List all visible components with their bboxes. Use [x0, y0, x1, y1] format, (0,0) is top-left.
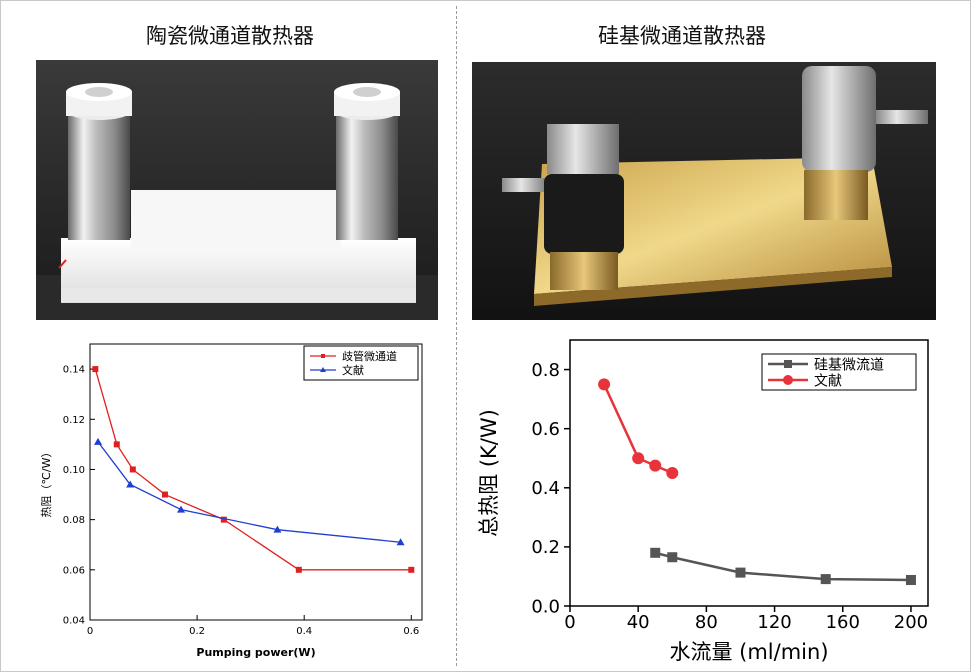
y-tick-label: 0.2: [531, 537, 560, 558]
right-chart-panel: 0 40 80 120 160 200 0.0 0.2 0.4 0.6 0.8 水流量 (ml/min…: [472, 324, 936, 668]
data-point: [905, 574, 916, 585]
legend-label: 文献: [814, 373, 842, 389]
y-tick-label: 0.14: [63, 365, 85, 376]
data-point: [92, 366, 99, 373]
y-axis-label: 总热阻 (K/W): [477, 409, 501, 537]
x-tick-label: 120: [757, 612, 791, 633]
x-axis-label: Pumping power(W): [196, 646, 315, 659]
data-point: [129, 466, 136, 473]
legend-swatch-marker: [320, 367, 326, 372]
data-point: [273, 525, 282, 533]
data-point: [650, 547, 661, 558]
x-axis-label: 水流量 (ml/min): [669, 640, 828, 664]
plot-area-frame: [89, 343, 423, 621]
data-point: [396, 538, 405, 546]
data-point: [667, 552, 678, 563]
plot-area-frame: [569, 339, 929, 607]
x-tick-label: 160: [826, 612, 860, 633]
y-tick-label: 0.06: [63, 565, 85, 576]
pumping-power-chart: 0 0.2 0.4 0.6 0.04 0.06 0.08 0.10 0.12 0.14 Pumpin…: [36, 334, 438, 660]
x-tick-label: 0: [564, 612, 575, 633]
flow-rate-chart: 0 40 80 120 160 200 0.0 0.2 0.4 0.6 0.8 水流量 (ml/min…: [472, 324, 936, 668]
data-point: [632, 452, 645, 465]
data-point: [177, 505, 186, 513]
y-tick-label: 0.08: [63, 515, 85, 526]
x-tick-label: 0.4: [296, 626, 312, 637]
legend-box: [303, 345, 419, 381]
y-axis-label: 热阻（℃/W）: [40, 447, 53, 518]
x-tick-label: 40: [627, 612, 650, 633]
y-tick-label: 0.0: [531, 596, 560, 617]
left-chart-panel: 0 0.2 0.4 0.6 0.04 0.06 0.08 0.10 0.12 0.14 Pumpin…: [36, 334, 438, 660]
legend-swatch-marker: [784, 360, 792, 368]
ceramic-heatsink-photo: [36, 60, 438, 320]
x-tick-label: 80: [695, 612, 718, 633]
data-point: [295, 566, 302, 573]
data-point: [598, 378, 611, 391]
data-point: [220, 516, 227, 523]
legend-swatch-marker: [783, 375, 793, 385]
legend-label: 歧管微通道: [342, 349, 397, 363]
legend-label: 硅基微流道: [814, 356, 884, 373]
x-tick-label: 0: [87, 626, 93, 637]
right-panel-title: 硅基微通道散热器: [598, 24, 766, 48]
x-tick-label: 200: [894, 612, 928, 633]
data-point: [735, 567, 746, 578]
data-point: [161, 491, 168, 498]
x-tick-label: 0.2: [189, 626, 205, 637]
data-point: [113, 441, 120, 448]
y-tick-label: 0.12: [63, 415, 85, 426]
y-tick-label: 0.4: [531, 478, 560, 499]
left-panel-title: 陶瓷微通道散热器: [146, 24, 314, 48]
y-tick-label: 0.10: [63, 465, 85, 476]
y-tick-label: 0.04: [63, 616, 85, 627]
panel-divider: [456, 6, 457, 666]
legend-label: 文献: [342, 363, 364, 377]
series-line-1: [602, 383, 673, 475]
data-point: [94, 437, 103, 445]
data-point: [126, 480, 135, 488]
y-tick-label: 0.6: [531, 419, 560, 440]
y-tick-label: 0.8: [531, 360, 560, 381]
data-point: [820, 574, 831, 585]
silicon-heatsink-photo: [472, 62, 936, 320]
legend-swatch-marker: [321, 354, 325, 358]
data-point: [649, 459, 662, 472]
chart-background: [36, 334, 438, 660]
data-point: [666, 467, 679, 479]
x-tick-label: 0.6: [403, 626, 419, 637]
data-point: [408, 566, 415, 573]
